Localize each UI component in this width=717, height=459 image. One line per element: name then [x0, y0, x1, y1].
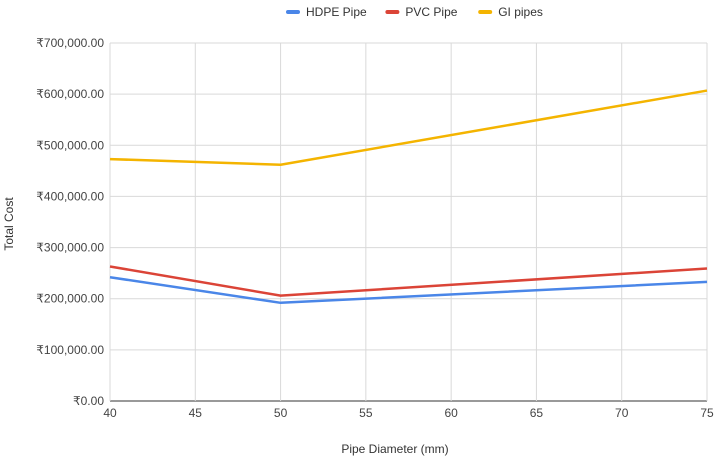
legend: HDPE Pipe PVC Pipe GI pipes	[286, 5, 543, 19]
x-tick-label: 55	[359, 406, 373, 420]
y-tick-label: ₹600,000.00	[36, 87, 104, 101]
x-tick-label: 65	[530, 406, 544, 420]
x-tick-label: 50	[274, 406, 288, 420]
legend-label-gi-pipes: GI pipes	[498, 5, 543, 19]
x-tick-label: 45	[189, 406, 203, 420]
legend-label-hdpe-pipe: HDPE Pipe	[306, 5, 367, 19]
y-tick-label: ₹500,000.00	[36, 138, 104, 152]
series-line-gi-pipes	[109, 89, 708, 166]
grid	[109, 42, 708, 402]
x-axis-title: Pipe Diameter (mm)	[341, 442, 448, 456]
y-axis-ticks: ₹0.00 ₹100,000.00 ₹200,000.00 ₹300,000.00 ₹4…	[36, 36, 104, 408]
legend-swatch-pvc-pipe	[385, 10, 400, 14]
y-tick-label: ₹200,000.00	[36, 292, 104, 306]
x-tick-label: 60	[444, 406, 458, 420]
y-axis-title: Total Cost	[2, 197, 16, 251]
y-tick-label: ₹100,000.00	[36, 343, 104, 357]
y-tick-label: ₹300,000.00	[36, 241, 104, 255]
x-tick-label: 75	[700, 406, 714, 420]
legend-label-pvc-pipe: PVC Pipe	[405, 5, 457, 19]
x-tick-label: 40	[103, 406, 117, 420]
x-axis-ticks: 40 45 50 55 60 65 70 75	[103, 406, 714, 420]
legend-swatch-hdpe-pipe	[286, 10, 300, 14]
y-tick-label: ₹400,000.00	[36, 189, 104, 203]
legend-swatch-gi-pipes	[478, 10, 493, 14]
y-tick-label: ₹700,000.00	[36, 36, 104, 50]
y-tick-label: ₹0.00	[73, 394, 104, 408]
x-tick-label: 70	[615, 406, 629, 420]
series-lines	[109, 89, 708, 305]
